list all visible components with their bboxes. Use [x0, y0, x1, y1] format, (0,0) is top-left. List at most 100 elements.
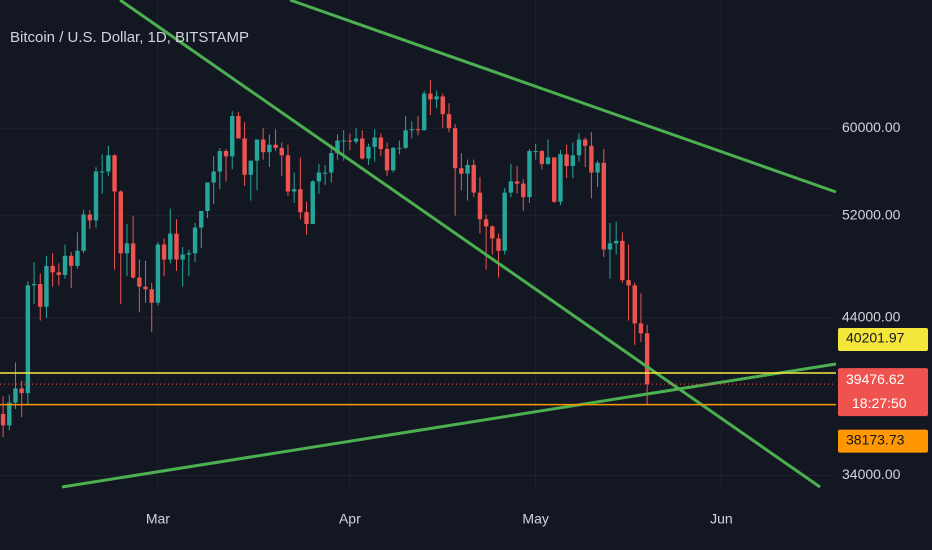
candle-body	[508, 181, 514, 193]
candle-body	[514, 181, 520, 184]
candle-body	[112, 155, 117, 192]
candle-body	[62, 255, 68, 275]
candle-body	[298, 189, 303, 213]
candle-body	[564, 154, 569, 167]
candle-body	[87, 214, 92, 221]
candle-body	[378, 137, 384, 149]
candle-body	[137, 277, 142, 287]
candle-body	[267, 144, 272, 153]
candle-body	[25, 285, 31, 394]
candle-body	[415, 129, 421, 131]
candle-body	[31, 284, 37, 286]
candle-body	[527, 151, 532, 198]
candle-body	[372, 137, 377, 147]
candle-body	[285, 155, 291, 192]
candle-body	[471, 164, 476, 193]
candle-body	[304, 212, 309, 224]
candle-body	[205, 182, 210, 212]
candle-body	[38, 284, 43, 307]
x-tick-label: Apr	[339, 511, 361, 527]
candle-body	[230, 116, 235, 157]
candle-body	[254, 139, 260, 161]
last-price-label: 39476.62	[846, 371, 905, 387]
candle-body	[465, 164, 470, 174]
candle-body	[93, 171, 99, 221]
candle-body	[490, 226, 495, 239]
trend-line	[119, 0, 821, 489]
price-label: 38173.73	[846, 431, 905, 447]
candle-body	[174, 233, 179, 260]
candle-body	[217, 151, 223, 172]
candle-body	[0, 413, 6, 426]
candle-body	[75, 250, 80, 266]
candle-body	[242, 138, 247, 175]
last-price-box	[838, 368, 928, 417]
candle-body	[260, 139, 266, 153]
candle-body	[180, 254, 185, 260]
candle-body	[168, 233, 173, 260]
candle-body	[316, 172, 322, 182]
candle-body	[558, 154, 563, 202]
y-tick-label: 60000.00	[842, 119, 901, 135]
candle-body	[329, 153, 334, 173]
candle-body	[477, 192, 483, 220]
candle-body	[545, 157, 551, 164]
x-tick-label: May	[522, 511, 548, 527]
candle-body	[155, 244, 161, 303]
candle-body	[521, 183, 526, 198]
candle-body	[199, 211, 204, 228]
candle-body	[56, 272, 62, 275]
candle-body	[7, 402, 12, 426]
candle-body	[409, 129, 415, 131]
candle-body	[99, 171, 105, 173]
candle-body	[397, 147, 402, 149]
trend-line	[289, 0, 837, 194]
candle-body	[644, 333, 650, 385]
candle-body	[149, 289, 154, 303]
candle-body	[428, 93, 433, 100]
x-tick-label: Jun	[710, 511, 733, 527]
candle-body	[452, 128, 458, 169]
candle-body	[440, 96, 445, 115]
candles	[0, 80, 650, 438]
candle-body	[613, 240, 619, 244]
price-label-box	[838, 328, 928, 352]
candle-body	[366, 146, 371, 159]
candle-body	[583, 139, 588, 146]
candle-body	[620, 240, 625, 281]
candle-body	[310, 181, 315, 224]
candle-body	[552, 157, 557, 202]
candle-body	[279, 147, 284, 156]
candle-body	[391, 147, 396, 171]
candle-body	[421, 93, 427, 131]
candle-body	[13, 388, 18, 403]
candle-body	[106, 155, 111, 172]
candle-body	[502, 192, 507, 251]
trend-line	[61, 362, 837, 489]
overlay: 40201.97 39476.62 18:27:50 38173.73	[0, 328, 928, 453]
candle-body	[570, 155, 576, 167]
candle-body	[236, 116, 241, 139]
chart-title: Bitcoin / U.S. Dollar, 1D, BITSTAMP	[10, 29, 249, 46]
candle-body	[44, 265, 49, 307]
candle-body	[434, 96, 439, 100]
y-tick-label: 34000.00	[842, 466, 901, 482]
candle-body	[589, 145, 594, 173]
candle-body	[632, 285, 637, 324]
candle-body	[638, 323, 644, 334]
candle-body	[533, 151, 538, 153]
candle-body	[223, 151, 229, 157]
candle-body	[143, 286, 148, 290]
candle-body	[130, 243, 136, 278]
candle-body	[322, 172, 328, 174]
candle-body	[118, 191, 123, 254]
candle-body	[496, 238, 501, 251]
candle-body	[539, 151, 545, 164]
candle-body	[335, 140, 340, 154]
candle-body	[459, 168, 464, 174]
candle-body	[384, 148, 390, 171]
candle-body	[403, 130, 408, 148]
candle-body	[341, 140, 346, 142]
